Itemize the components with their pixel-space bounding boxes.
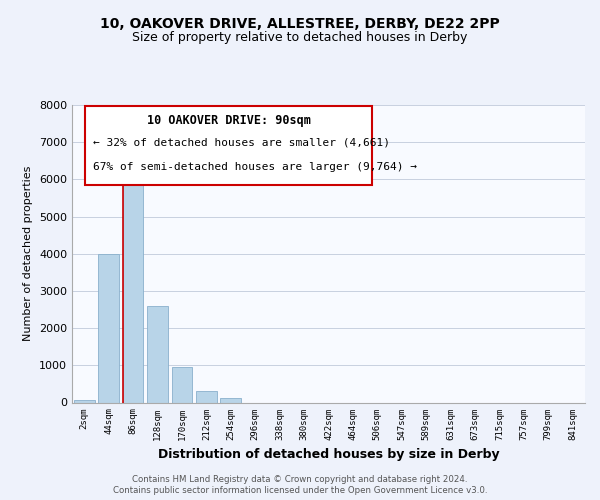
Text: 10, OAKOVER DRIVE, ALLESTREE, DERBY, DE22 2PP: 10, OAKOVER DRIVE, ALLESTREE, DERBY, DE2… bbox=[100, 18, 500, 32]
Bar bbox=[98, 254, 119, 402]
X-axis label: Distribution of detached houses by size in Derby: Distribution of detached houses by size … bbox=[158, 448, 499, 461]
Bar bbox=[147, 306, 168, 402]
Y-axis label: Number of detached properties: Number of detached properties bbox=[23, 166, 34, 342]
Bar bbox=[196, 390, 217, 402]
Text: ← 32% of detached houses are smaller (4,661): ← 32% of detached houses are smaller (4,… bbox=[92, 138, 389, 147]
Text: Contains HM Land Registry data © Crown copyright and database right 2024.: Contains HM Land Registry data © Crown c… bbox=[132, 475, 468, 484]
FancyBboxPatch shape bbox=[85, 106, 372, 186]
Bar bbox=[74, 400, 95, 402]
Text: Size of property relative to detached houses in Derby: Size of property relative to detached ho… bbox=[133, 31, 467, 44]
Text: Contains public sector information licensed under the Open Government Licence v3: Contains public sector information licen… bbox=[113, 486, 487, 495]
Bar bbox=[122, 157, 143, 402]
Bar bbox=[172, 367, 193, 402]
Bar bbox=[220, 398, 241, 402]
Text: 10 OAKOVER DRIVE: 90sqm: 10 OAKOVER DRIVE: 90sqm bbox=[146, 114, 310, 127]
Text: 67% of semi-detached houses are larger (9,764) →: 67% of semi-detached houses are larger (… bbox=[92, 162, 416, 172]
